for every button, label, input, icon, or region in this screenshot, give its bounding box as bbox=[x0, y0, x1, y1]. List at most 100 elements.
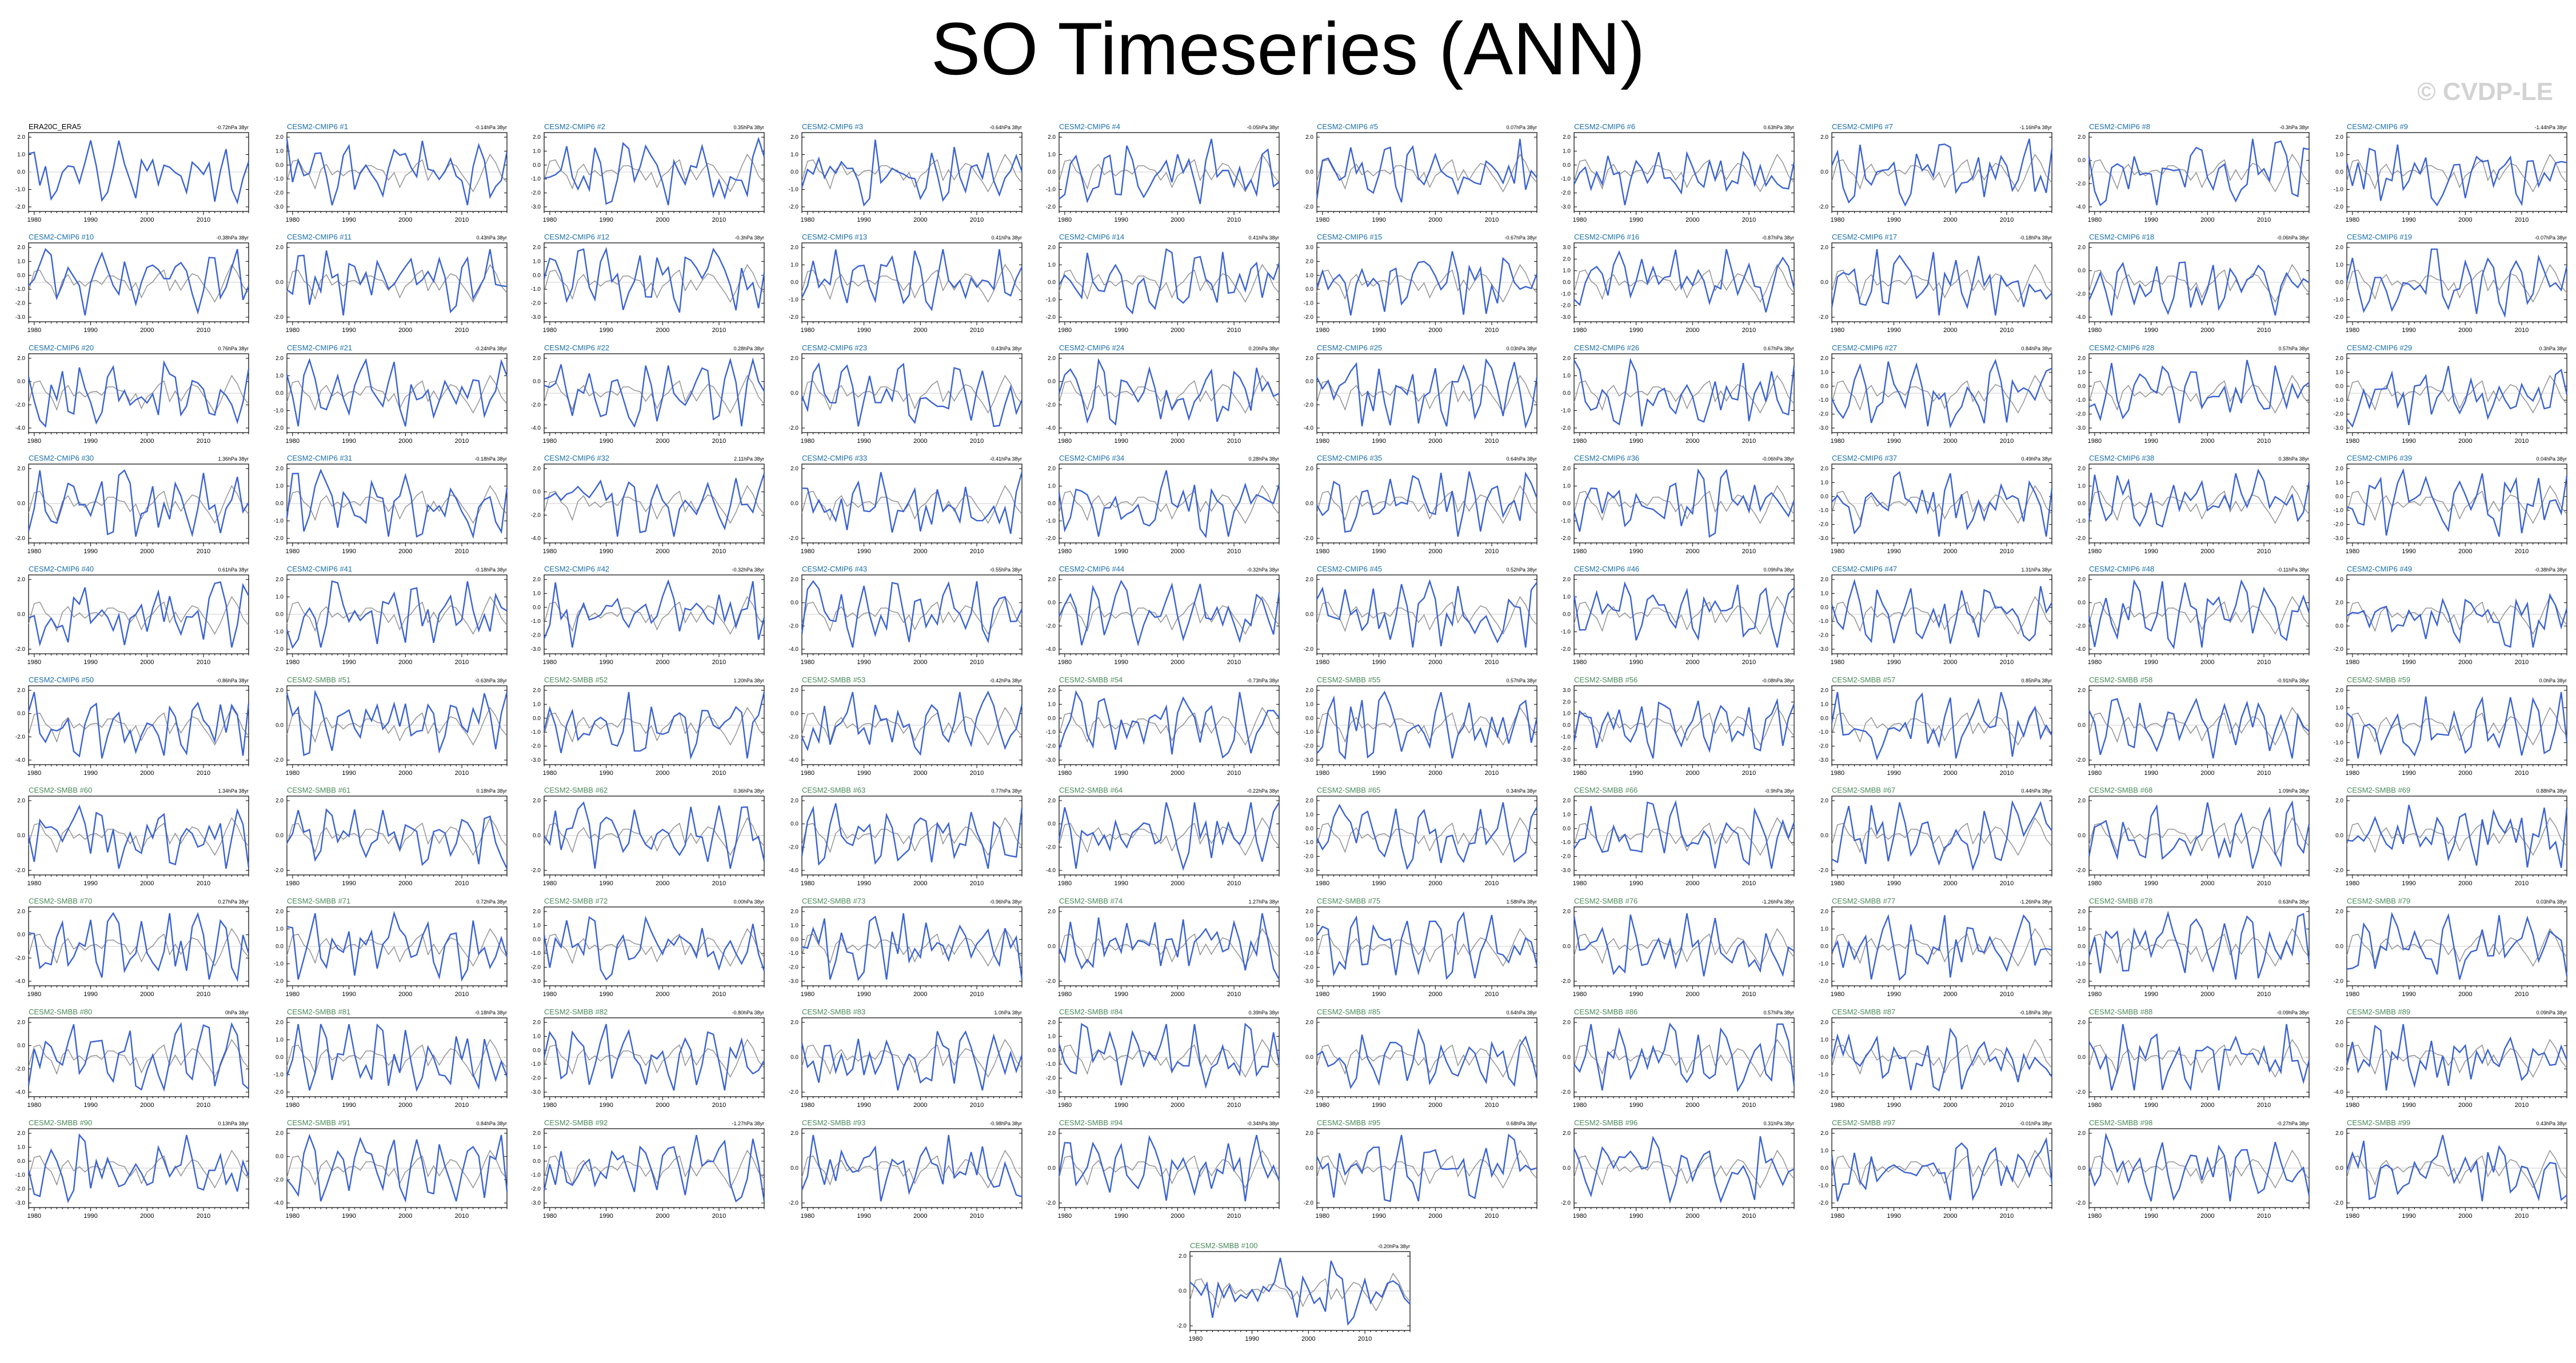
x-tick-label: 2010 bbox=[1485, 880, 1499, 887]
x-tick-label: 2000 bbox=[1171, 880, 1184, 887]
y-tick-label: 2.0 bbox=[2335, 134, 2343, 141]
x-tick-label: 1980 bbox=[1058, 659, 1072, 666]
panel-title: CESM2-SMBB #74 bbox=[1059, 897, 1123, 905]
panel: CESM2-SMBB #54 -0.73hPa 38yr 2.0 1.0 0.0 -1.0… bbox=[1046, 675, 1280, 777]
y-tick-label: -2.0 bbox=[2334, 411, 2344, 418]
member-series-line bbox=[1316, 471, 1538, 537]
x-tick-label: 1990 bbox=[1372, 327, 1385, 334]
y-tick-label: -2.0 bbox=[1304, 646, 1314, 653]
panel-trend: -0.63hPa 38yr bbox=[474, 678, 507, 684]
x-tick-label: 2000 bbox=[2200, 770, 2214, 777]
panel-title: CESM2-CMIP6 #21 bbox=[287, 343, 352, 352]
obs-series-line bbox=[28, 817, 249, 856]
obs-series-line bbox=[286, 263, 508, 303]
x-tick-label: 2000 bbox=[1686, 327, 1699, 334]
member-series-line bbox=[1573, 357, 1795, 427]
x-tick-label: 1980 bbox=[1058, 991, 1072, 998]
x-tick-label: 1980 bbox=[286, 880, 299, 887]
panel-trend: -1.16hPa 38yr bbox=[2019, 125, 2052, 130]
x-tick-label: 2000 bbox=[140, 880, 154, 887]
y-tick-label: -2.0 bbox=[15, 204, 26, 210]
panel: CESM2-CMIP6 #5 0.07hPa 38yr 2.0 0.0 -2.0 1980… bbox=[1304, 122, 1537, 223]
x-tick-label: 1980 bbox=[1573, 991, 1587, 998]
x-tick-label: 1990 bbox=[1887, 438, 1900, 445]
panel-trend: -0.18hPa 38yr bbox=[2019, 235, 2052, 241]
x-tick-label: 2000 bbox=[140, 659, 154, 666]
panel-title: ERA20C_ERA5 bbox=[29, 122, 81, 131]
y-tick-label: 0.0 bbox=[533, 489, 541, 495]
x-tick-label: 2000 bbox=[913, 991, 927, 998]
y-tick-label: 2.0 bbox=[275, 355, 283, 362]
member-series-line bbox=[544, 357, 765, 428]
x-tick-label: 1990 bbox=[1629, 991, 1643, 998]
y-tick-label: 2.0 bbox=[17, 355, 25, 362]
panel-trend: -0.42hPa 38yr bbox=[989, 678, 1022, 684]
x-tick-label: 2000 bbox=[1686, 548, 1699, 555]
panel-trend: 0.03hPa 38yr bbox=[1506, 346, 1537, 351]
y-tick-label: 2.0 bbox=[1305, 355, 1313, 362]
member-series-line bbox=[1831, 358, 2052, 429]
y-tick-label: 0.0 bbox=[1048, 501, 1056, 507]
y-tick-label: 2.0 bbox=[17, 134, 25, 141]
y-tick-label: -2.0 bbox=[1304, 535, 1314, 542]
x-tick-label: 1980 bbox=[1573, 659, 1587, 666]
y-tick-label: 3.0 bbox=[1563, 688, 1571, 694]
x-tick-label: 1990 bbox=[1372, 548, 1385, 555]
y-tick-label: 2.0 bbox=[2078, 134, 2086, 141]
y-tick-label: -3.0 bbox=[1819, 757, 1829, 764]
x-tick-label: 1980 bbox=[1316, 327, 1329, 334]
member-series-line bbox=[2346, 692, 2568, 759]
member-series-line bbox=[1058, 913, 1280, 980]
member-series-line bbox=[2346, 805, 2568, 868]
x-tick-label: 2010 bbox=[197, 327, 210, 334]
x-tick-label: 1980 bbox=[801, 217, 814, 223]
panel-trend: 0.09hPa 38yr bbox=[1763, 567, 1794, 573]
y-tick-label: -4.0 bbox=[531, 535, 541, 542]
y-tick-label: -2.0 bbox=[1046, 844, 1056, 850]
y-tick-label: 0.0 bbox=[1563, 722, 1571, 729]
member-series-line bbox=[543, 246, 765, 313]
y-tick-label: 0.0 bbox=[1305, 937, 1313, 943]
panel-title: CESM2-CMIP6 #31 bbox=[287, 454, 352, 462]
x-tick-label: 2010 bbox=[455, 327, 469, 334]
member-series-line bbox=[1058, 470, 1280, 539]
y-tick-label: -2.0 bbox=[2076, 868, 2086, 874]
x-tick-label: 1990 bbox=[1629, 880, 1643, 887]
y-tick-label: 1.0 bbox=[1563, 711, 1571, 717]
y-tick-label: -2.0 bbox=[531, 633, 541, 639]
obs-series-line bbox=[801, 595, 1023, 635]
x-tick-label: 2010 bbox=[2257, 548, 2271, 555]
member-series-line bbox=[801, 913, 1023, 981]
member-series-line bbox=[2088, 261, 2310, 316]
y-tick-label: -4.0 bbox=[531, 425, 541, 431]
obs-series-line bbox=[1059, 485, 1280, 524]
member-series-line bbox=[1573, 150, 1795, 206]
x-tick-label: 1990 bbox=[1114, 327, 1128, 334]
y-tick-label: 0.0 bbox=[1820, 716, 1828, 722]
y-tick-label: 0.0 bbox=[2078, 501, 2086, 507]
panel-trend: -0.24hPa 38yr bbox=[474, 346, 507, 351]
panel-trend: 1.09hPa 38yr bbox=[2278, 788, 2309, 794]
x-tick-label: 1980 bbox=[1316, 438, 1329, 445]
y-tick-label: -2.0 bbox=[274, 646, 284, 653]
panel-title: CESM2-SMBB #52 bbox=[544, 675, 608, 684]
x-tick-label: 2010 bbox=[2257, 770, 2271, 777]
x-tick-label: 1980 bbox=[2088, 880, 2102, 887]
member-series-line bbox=[1316, 579, 1537, 648]
x-tick-label: 1990 bbox=[1372, 991, 1385, 998]
y-tick-label: 0.0 bbox=[17, 169, 25, 175]
panel: CESM2-CMIP6 #12 -0.3hPa 38yr 2.0 1.0 0.0 -1.0… bbox=[531, 233, 765, 334]
obs-series-line bbox=[1573, 928, 1795, 967]
member-series-line bbox=[28, 581, 250, 648]
y-tick-label: 2.0 bbox=[1820, 688, 1828, 694]
x-tick-label: 2000 bbox=[2458, 327, 2472, 334]
y-tick-label: -1.0 bbox=[15, 286, 26, 293]
panel-trend: 0.41hPa 38yr bbox=[991, 235, 1022, 241]
panel-trend: 0.07hPa 38yr bbox=[1506, 125, 1537, 130]
y-tick-label: -2.0 bbox=[1819, 868, 1829, 874]
x-tick-label: 1990 bbox=[342, 548, 356, 555]
y-tick-label: -1.0 bbox=[1561, 291, 1571, 297]
y-tick-label: -2.0 bbox=[531, 965, 541, 971]
x-tick-label: 2000 bbox=[1943, 438, 1957, 445]
x-tick-label: 1990 bbox=[857, 438, 870, 445]
